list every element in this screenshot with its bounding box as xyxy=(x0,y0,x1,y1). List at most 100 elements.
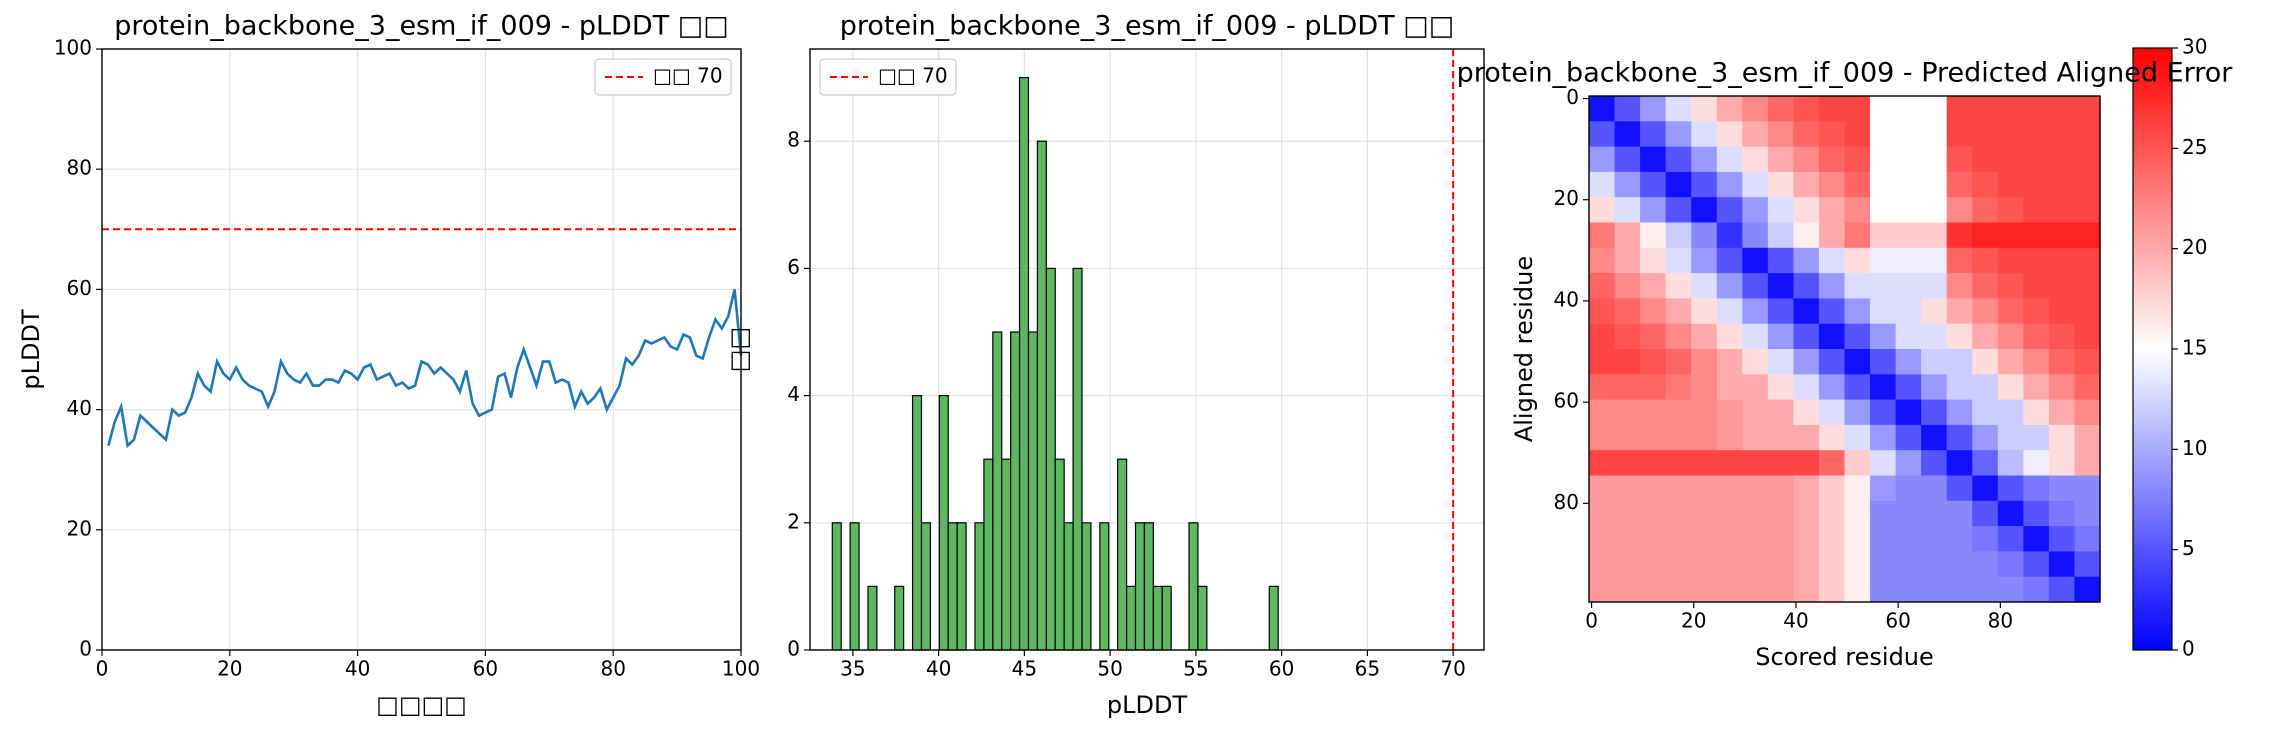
heatmap-cell xyxy=(1640,500,1667,527)
heatmap-cell xyxy=(1589,399,1616,426)
heatmap-cell xyxy=(1870,146,1897,173)
heatmap-cell xyxy=(1921,247,1948,274)
y-tick-label: 60 xyxy=(1554,389,1579,413)
heatmap-cell xyxy=(1716,374,1743,401)
heatmap-cell xyxy=(2074,298,2101,325)
heatmap-cell xyxy=(1793,500,1820,527)
heatmap-cell xyxy=(1895,247,1922,274)
heatmap-cell xyxy=(2074,197,2101,224)
heatmap-cell xyxy=(2048,247,2076,274)
heatmap-cell xyxy=(1946,247,1973,274)
heatmap-cell xyxy=(1691,171,1718,198)
y-tick-label: 0 xyxy=(787,637,800,661)
heatmap-cell xyxy=(1614,273,1641,299)
heatmap-cell xyxy=(1870,247,1897,274)
heatmap-cell xyxy=(1972,551,1999,578)
heatmap-cell xyxy=(1767,500,1794,527)
heatmap-cell xyxy=(2023,121,2050,148)
heatmap-cell xyxy=(1997,323,2024,350)
heatmap-cell xyxy=(1767,475,1794,502)
heatmap-cell xyxy=(1589,247,1616,274)
heatmap-cell xyxy=(2048,197,2076,224)
heatmap-cell xyxy=(1793,247,1820,274)
heatmap-cell xyxy=(1946,500,1973,527)
legend-box xyxy=(819,58,957,96)
x-tick-label: 70 xyxy=(1440,657,1465,681)
heatmap-cell xyxy=(1767,374,1794,401)
histogram-bar xyxy=(1143,522,1154,651)
heatmap-cell xyxy=(1691,222,1718,249)
heatmap-cell xyxy=(1589,551,1616,578)
heatmap-cell xyxy=(2023,298,2050,325)
heatmap-cell xyxy=(1972,121,1999,148)
heatmap-cell xyxy=(1691,298,1718,325)
heatmap-cell xyxy=(1742,475,1769,502)
heatmap-cell xyxy=(1895,374,1922,401)
histogram-bar xyxy=(1268,585,1279,651)
histogram-bar xyxy=(831,522,842,651)
heatmap-cell xyxy=(1818,374,1846,401)
y-tick-label: 8 xyxy=(787,128,800,152)
heatmap-cell xyxy=(1589,298,1616,325)
histogram-bar xyxy=(1063,522,1074,651)
heatmap-cell xyxy=(1844,399,1871,426)
heatmap-cell xyxy=(1589,500,1616,527)
heatmap-cell xyxy=(1691,424,1718,451)
heatmap-cell xyxy=(1844,526,1871,552)
heatmap-cell xyxy=(1895,171,1922,198)
heatmap-cell xyxy=(1844,121,1871,148)
heatmap-cell xyxy=(2074,475,2101,502)
x-tick-label: 40 xyxy=(1783,609,1808,633)
heatmap-cell xyxy=(1767,298,1794,325)
histogram-bar xyxy=(1134,522,1146,651)
heatmap-cell xyxy=(2074,273,2101,299)
heatmap-cell xyxy=(1972,96,1999,122)
heatmap-cell xyxy=(1895,450,1922,477)
heatmap-cell xyxy=(2023,222,2050,249)
heatmap-cell xyxy=(1997,551,2024,578)
heatmap-cell xyxy=(1921,197,1948,224)
heatmap-cell xyxy=(1818,96,1846,122)
heatmap-cell xyxy=(1946,551,1973,578)
heatmap-cell xyxy=(1742,526,1769,552)
heatmap-cell xyxy=(1972,197,1999,224)
heatmap-cell xyxy=(2048,399,2076,426)
y-tick-label: 40 xyxy=(1554,287,1579,311)
heatmap-cell xyxy=(2048,146,2076,173)
heatmap-cell xyxy=(1767,197,1794,224)
heatmap-cell xyxy=(1921,374,1948,401)
y-tick-label: 100 xyxy=(54,36,92,60)
heatmap-cell xyxy=(1614,551,1641,578)
heatmap-cell xyxy=(1640,526,1667,552)
heatmap-cell xyxy=(1614,96,1641,122)
heatmap-cell xyxy=(1844,551,1871,578)
heatmap-cell xyxy=(1716,247,1743,274)
heatmap-cell xyxy=(1997,273,2024,299)
heatmap-cell xyxy=(1870,526,1897,552)
heatmap-cell xyxy=(1818,576,1846,603)
heatmap-cell xyxy=(1818,171,1846,198)
heatmap-cell xyxy=(1716,551,1743,578)
heatmap-cell xyxy=(1716,146,1743,173)
heatmap-cell xyxy=(1691,121,1718,148)
heatmap-cell xyxy=(1589,121,1616,148)
heatmap-cell xyxy=(2023,323,2050,350)
heatmap-cell xyxy=(1640,197,1667,224)
heatmap-cell xyxy=(1895,197,1922,224)
heatmap-cell xyxy=(1844,273,1871,299)
heatmap-cell xyxy=(1793,298,1820,325)
colorbar-tick-label: 15 xyxy=(2182,336,2207,360)
heatmap-cell xyxy=(1716,349,1743,375)
histogram-bar xyxy=(947,522,958,651)
heatmap-cell xyxy=(1691,247,1718,274)
heatmap-cell xyxy=(1691,475,1718,502)
heatmap-cell xyxy=(1742,500,1769,527)
heatmap-cell xyxy=(1716,298,1743,325)
heatmap-cell xyxy=(1691,349,1718,375)
heatmap-cell xyxy=(1972,374,1999,401)
heatmap-cell xyxy=(1895,475,1922,502)
heatmap-cell xyxy=(1972,576,1999,603)
heatmap-cell xyxy=(1997,576,2024,603)
heatmap-cell xyxy=(1870,96,1897,122)
